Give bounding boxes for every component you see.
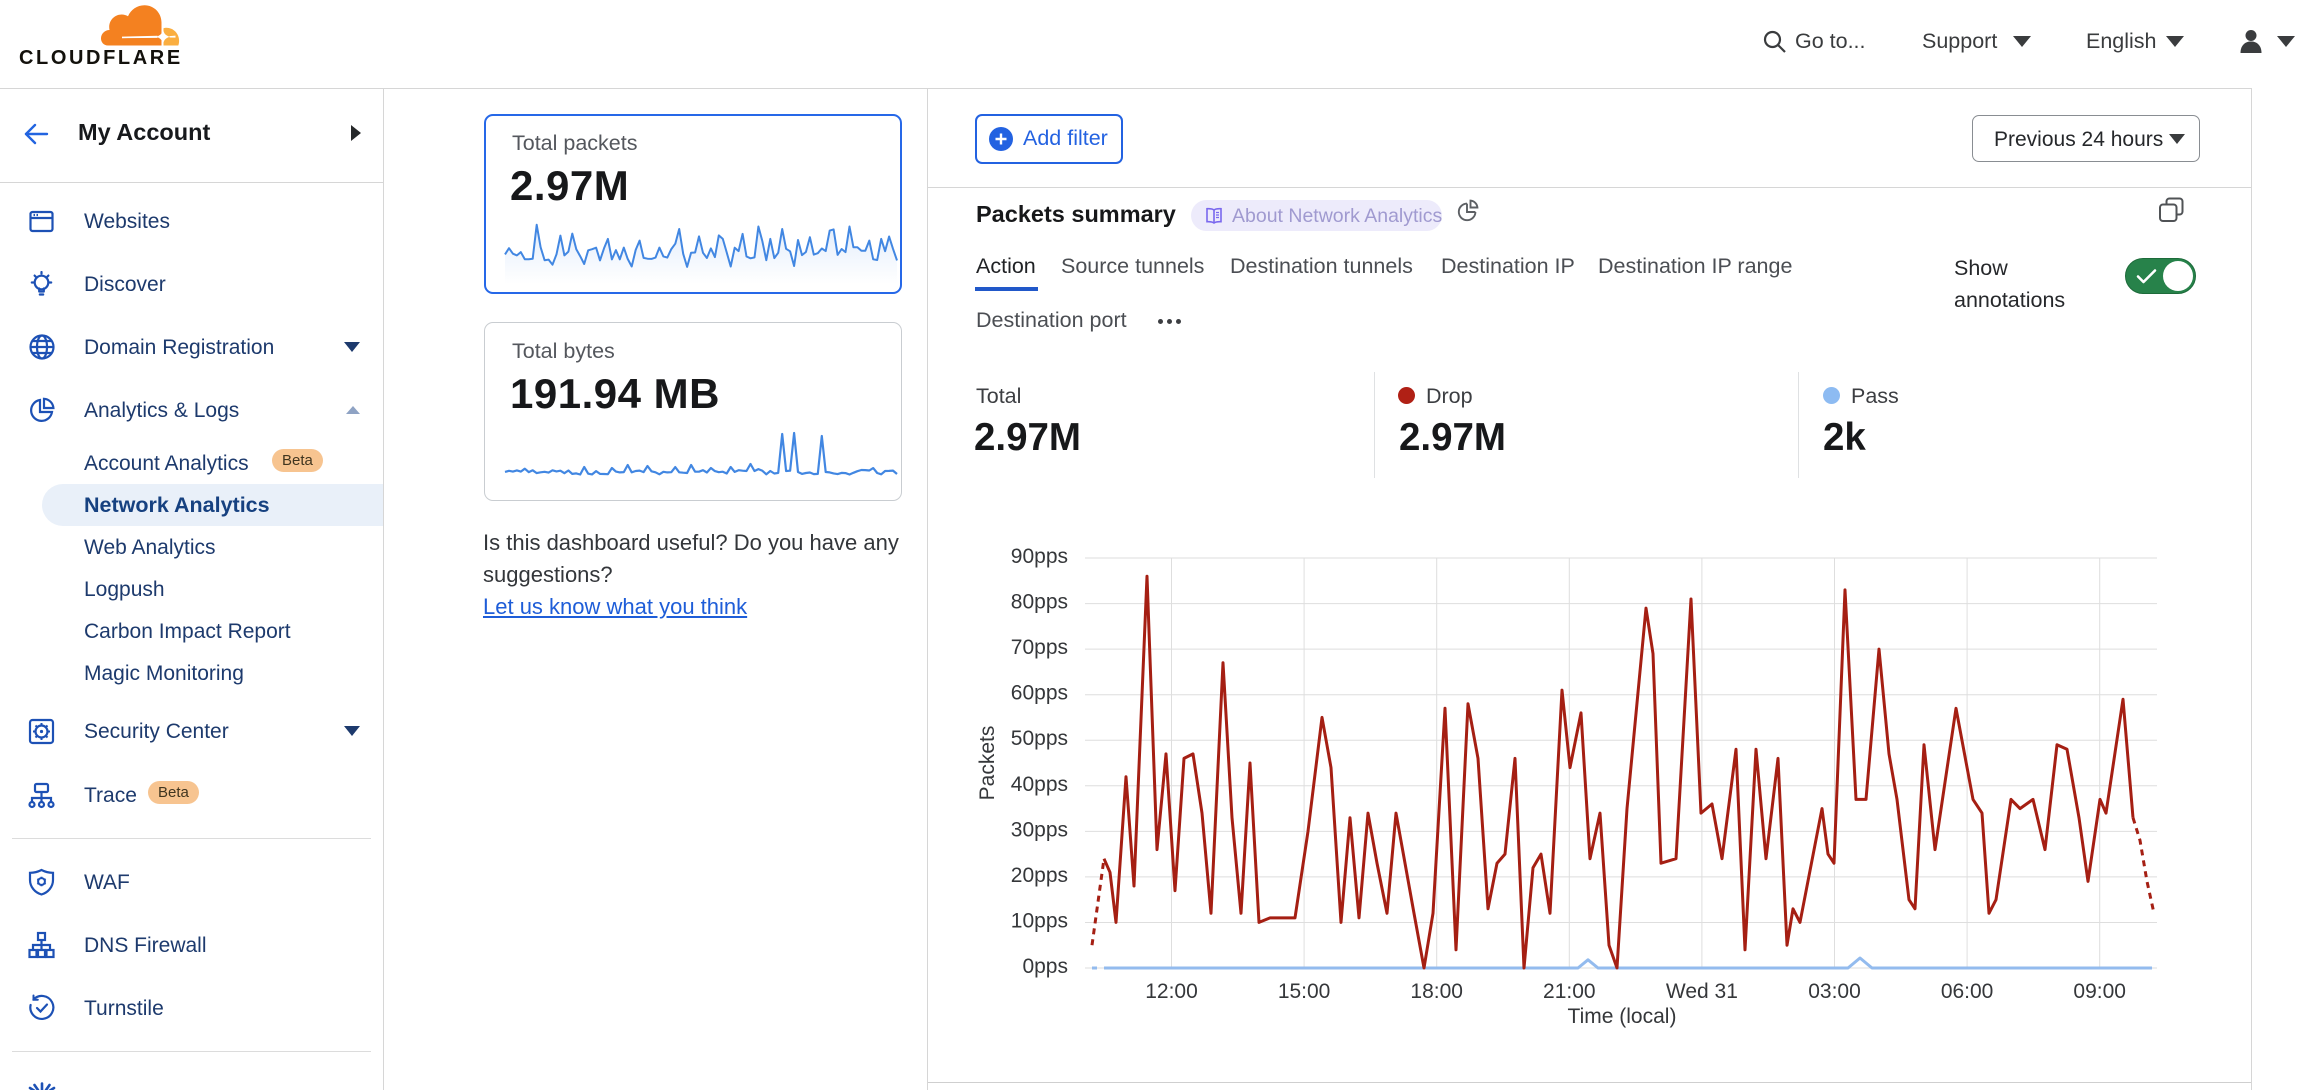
svg-text:40pps: 40pps <box>1011 773 1068 796</box>
svg-text:90pps: 90pps <box>1011 545 1068 568</box>
svg-text:Packets: Packets <box>976 726 999 801</box>
svg-text:50pps: 50pps <box>1011 727 1068 750</box>
svg-text:30pps: 30pps <box>1011 818 1068 841</box>
svg-text:10pps: 10pps <box>1011 910 1068 933</box>
svg-text:15:00: 15:00 <box>1278 980 1331 1003</box>
svg-text:09:00: 09:00 <box>2073 980 2126 1003</box>
svg-text:18:00: 18:00 <box>1410 980 1463 1003</box>
svg-text:06:00: 06:00 <box>1941 980 1994 1003</box>
svg-text:70pps: 70pps <box>1011 636 1068 659</box>
svg-text:12:00: 12:00 <box>1145 980 1198 1003</box>
svg-text:60pps: 60pps <box>1011 682 1068 705</box>
svg-text:0pps: 0pps <box>1022 955 1068 978</box>
svg-text:20pps: 20pps <box>1011 864 1068 887</box>
svg-text:21:00: 21:00 <box>1543 980 1596 1003</box>
svg-text:Wed 31: Wed 31 <box>1666 980 1738 1003</box>
svg-text:03:00: 03:00 <box>1808 980 1861 1003</box>
svg-text:Time (local): Time (local) <box>1568 1005 1677 1028</box>
svg-text:80pps: 80pps <box>1011 591 1068 614</box>
